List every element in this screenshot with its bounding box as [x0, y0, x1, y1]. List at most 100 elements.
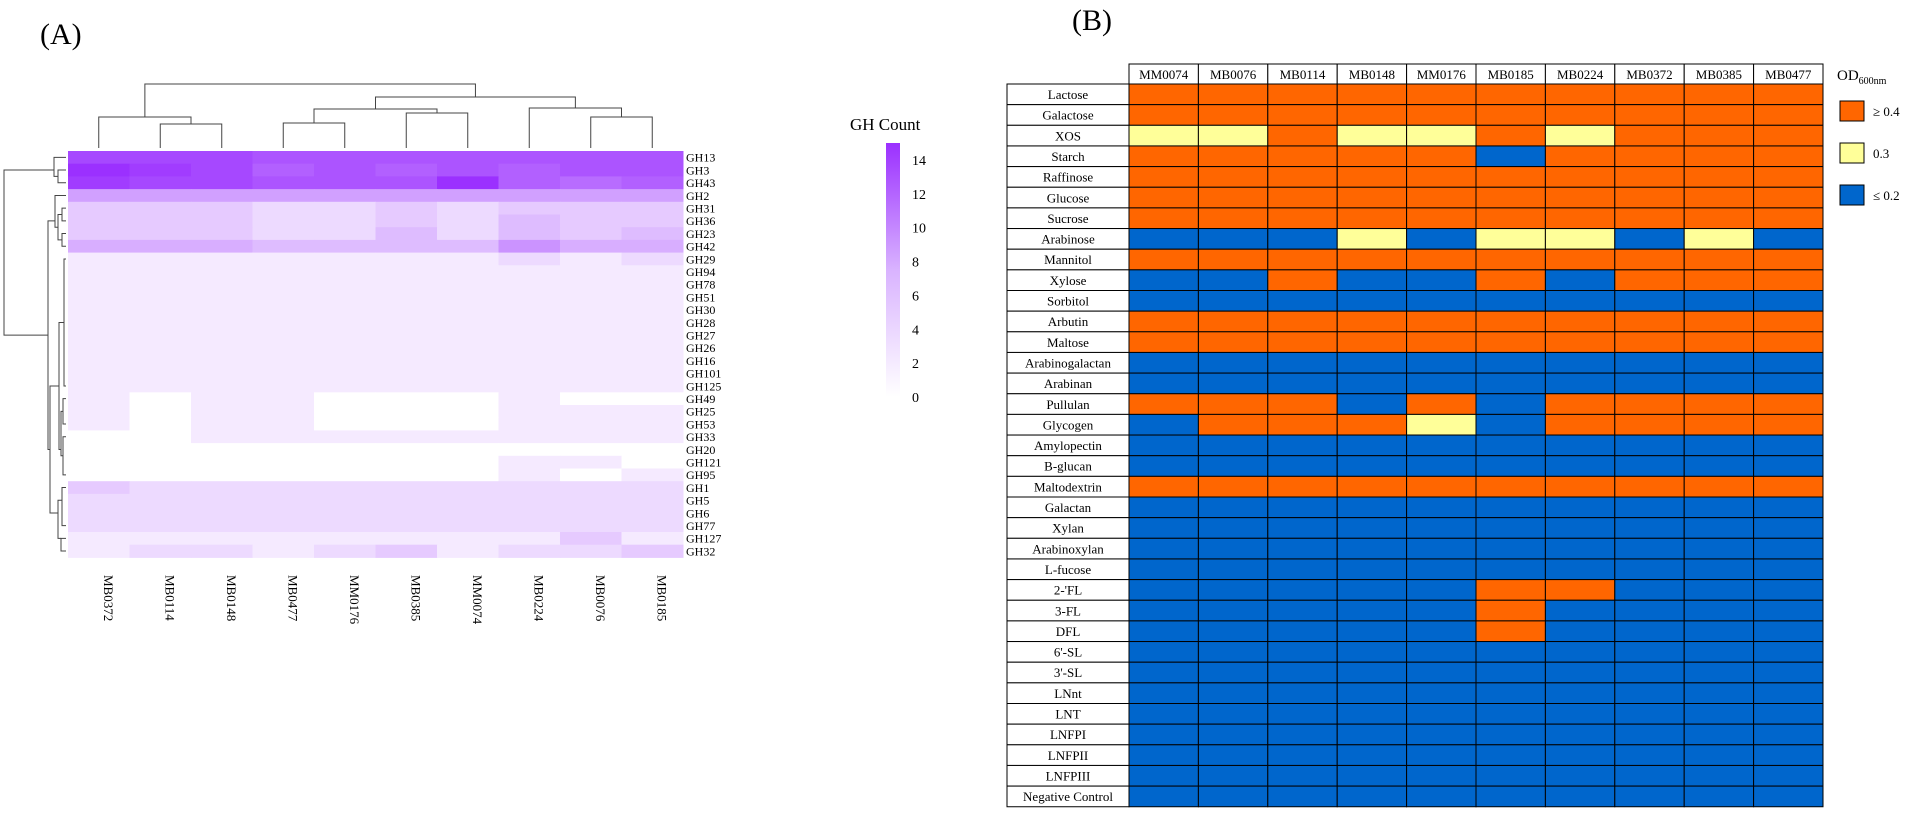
- growth-cell: [1267, 290, 1338, 312]
- growth-cell: [1336, 496, 1408, 519]
- growth-cell: [1128, 558, 1199, 581]
- growth-cell: [1614, 228, 1685, 250]
- growth-cell: [1128, 517, 1199, 539]
- heatmap-cell: [129, 303, 192, 317]
- heatmap-cell: [560, 239, 622, 254]
- growth-cell: [1128, 599, 1199, 622]
- heatmap-row-label: GH36: [686, 214, 715, 228]
- heatmap-cell: [68, 468, 130, 482]
- table-row-label: Galactose: [1042, 108, 1093, 123]
- table-row-label: Glucose: [1047, 190, 1090, 205]
- heatmap-cell: [437, 366, 499, 381]
- heatmap-cell: [252, 506, 315, 520]
- heatmap-cell: [621, 176, 684, 190]
- growth-cell: [1128, 393, 1199, 415]
- growth-cell: [1128, 83, 1199, 106]
- growth-cell: [1197, 186, 1269, 209]
- table-row-label: 2-'FL: [1054, 583, 1082, 598]
- growth-cell: [1197, 351, 1269, 374]
- growth-cell: [1614, 331, 1685, 353]
- growth-cell: [1753, 744, 1824, 766]
- heatmap-cell: [252, 532, 315, 546]
- heatmap-cell: [68, 506, 130, 520]
- growth-cell: [1197, 124, 1269, 147]
- heatmap-cell: [375, 417, 438, 431]
- growth-cell: [1336, 537, 1408, 560]
- growth-cell: [1406, 166, 1477, 188]
- growth-cell: [1544, 785, 1616, 808]
- heatmap-row-label: GH23: [686, 227, 715, 241]
- heatmap-cell: [375, 405, 438, 419]
- heatmap-cell: [68, 316, 130, 330]
- growth-cell: [1753, 393, 1824, 415]
- heatmap-cell: [437, 417, 499, 431]
- heatmap-cell: [252, 278, 315, 292]
- heatmap-cell: [129, 328, 192, 342]
- heatmap-cell: [314, 481, 376, 495]
- growth-cell: [1475, 475, 1546, 498]
- heatmap-cell: [252, 290, 315, 304]
- heatmap-cell: [129, 290, 192, 304]
- heatmap-cell: [314, 417, 376, 431]
- growth-cell: [1336, 207, 1408, 230]
- growth-cell: [1753, 434, 1824, 457]
- heatmap-cell: [437, 519, 499, 533]
- heatmap-cell: [314, 163, 376, 177]
- heatmap-cell: [191, 379, 253, 393]
- heatmap-column-label: MB0148: [224, 575, 239, 621]
- heatmap-cell: [498, 443, 561, 457]
- growth-cell: [1544, 310, 1616, 333]
- table-row-label: Galactan: [1045, 500, 1092, 515]
- heatmap-cell: [498, 468, 561, 482]
- growth-cell: [1267, 186, 1338, 209]
- heatmap-cell: [621, 265, 684, 279]
- growth-cell: [1267, 248, 1338, 271]
- growth-cell: [1475, 579, 1546, 601]
- growth-cell: [1614, 145, 1685, 168]
- growth-cell: [1197, 310, 1269, 333]
- heatmap-cell: [621, 354, 684, 368]
- growth-cell: [1197, 703, 1269, 725]
- growth-cell: [1683, 641, 1755, 663]
- growth-cell: [1128, 310, 1199, 333]
- growth-cell: [1683, 310, 1755, 333]
- growth-cell: [1544, 537, 1616, 560]
- heatmap-cell: [375, 316, 438, 330]
- table-header-label: MB0477: [1765, 67, 1812, 82]
- heatmap-cell: [191, 303, 253, 317]
- growth-cell: [1336, 186, 1408, 209]
- heatmap-cell: [191, 481, 253, 495]
- heatmap-cell: [560, 519, 622, 533]
- heatmap-row-label: GH42: [686, 240, 715, 254]
- growth-cell: [1544, 434, 1616, 457]
- growth-cell: [1128, 269, 1199, 292]
- heatmap-column-label: MM0176: [347, 575, 362, 625]
- heatmap-cell: [68, 151, 130, 165]
- growth-cell: [1197, 764, 1269, 787]
- heatmap-cell: [498, 366, 561, 381]
- growth-cell: [1753, 331, 1824, 353]
- growth-cell: [1197, 723, 1269, 746]
- growth-cell: [1753, 661, 1824, 684]
- heatmap-cell: [68, 214, 130, 228]
- heatmap-cell: [191, 392, 253, 406]
- table-row-label: Maltose: [1047, 335, 1089, 350]
- heatmap-cell: [375, 366, 438, 381]
- growth-cell: [1475, 455, 1546, 477]
- growth-cell: [1544, 351, 1616, 374]
- growth-cell: [1267, 517, 1338, 539]
- heatmap-cell: [252, 468, 315, 482]
- heatmap-cell: [560, 468, 622, 482]
- heatmap-cell: [191, 417, 253, 431]
- heatmap-cell: [129, 481, 192, 495]
- growth-cell: [1197, 455, 1269, 477]
- heatmap-cell: [375, 176, 438, 190]
- heatmap-cell: [498, 290, 561, 304]
- growth-cell: [1683, 455, 1755, 477]
- growth-cell: [1683, 558, 1755, 581]
- growth-cell: [1336, 351, 1408, 374]
- heatmap-cell: [621, 239, 684, 254]
- heatmap-cell: [191, 252, 253, 266]
- heatmap-cell: [129, 316, 192, 330]
- heatmap-cell: [129, 214, 192, 228]
